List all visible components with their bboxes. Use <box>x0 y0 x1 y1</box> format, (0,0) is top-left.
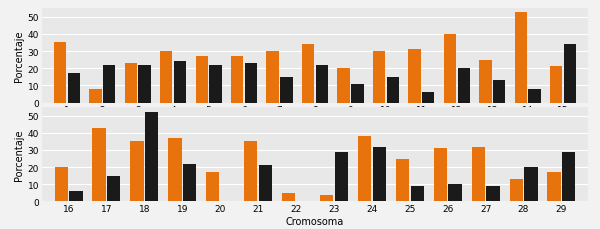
Bar <box>562 152 575 202</box>
Bar <box>373 52 385 103</box>
Bar <box>125 64 137 103</box>
Bar <box>479 60 491 103</box>
Bar <box>337 69 350 103</box>
Bar <box>320 195 333 202</box>
Bar <box>139 65 151 103</box>
Y-axis label: Porcentaje: Porcentaje <box>14 30 23 82</box>
Bar <box>107 176 121 202</box>
X-axis label: Cromosoma: Cromosoma <box>286 216 344 226</box>
Bar <box>196 57 208 103</box>
Bar <box>524 167 538 202</box>
Bar <box>174 62 187 103</box>
Bar <box>282 193 295 202</box>
Bar <box>145 113 158 202</box>
Bar <box>103 65 115 103</box>
Bar <box>458 69 470 103</box>
Bar <box>358 137 371 202</box>
Bar <box>564 45 577 103</box>
Bar <box>408 50 421 103</box>
Bar <box>373 147 386 202</box>
Bar <box>515 13 527 103</box>
Bar <box>547 172 561 202</box>
Bar <box>160 52 172 103</box>
Bar <box>259 166 272 202</box>
Bar <box>434 149 447 202</box>
Bar <box>509 179 523 202</box>
Bar <box>335 152 348 202</box>
Bar <box>130 142 143 202</box>
Bar <box>487 186 500 202</box>
Bar <box>316 65 328 103</box>
Bar <box>448 184 462 202</box>
Bar <box>92 128 106 202</box>
Bar <box>472 147 485 202</box>
Bar <box>68 74 80 103</box>
Bar <box>422 93 434 103</box>
Bar <box>206 172 220 202</box>
Bar <box>244 142 257 202</box>
Bar <box>245 64 257 103</box>
Bar <box>493 81 505 103</box>
Bar <box>280 77 293 103</box>
Bar <box>529 89 541 103</box>
Bar <box>168 138 182 202</box>
Bar <box>266 52 279 103</box>
Bar <box>386 77 399 103</box>
Bar <box>231 57 244 103</box>
Bar <box>410 186 424 202</box>
Bar <box>89 89 101 103</box>
Bar <box>396 159 409 202</box>
Bar <box>54 43 66 103</box>
X-axis label: Cromosoma: Cromosoma <box>286 117 344 128</box>
Y-axis label: Porcentaje: Porcentaje <box>14 129 23 180</box>
Bar <box>444 35 456 103</box>
Bar <box>70 191 83 202</box>
Bar <box>351 84 364 103</box>
Bar <box>183 164 196 202</box>
Bar <box>55 167 68 202</box>
Bar <box>302 45 314 103</box>
Bar <box>209 65 222 103</box>
Bar <box>550 67 562 103</box>
